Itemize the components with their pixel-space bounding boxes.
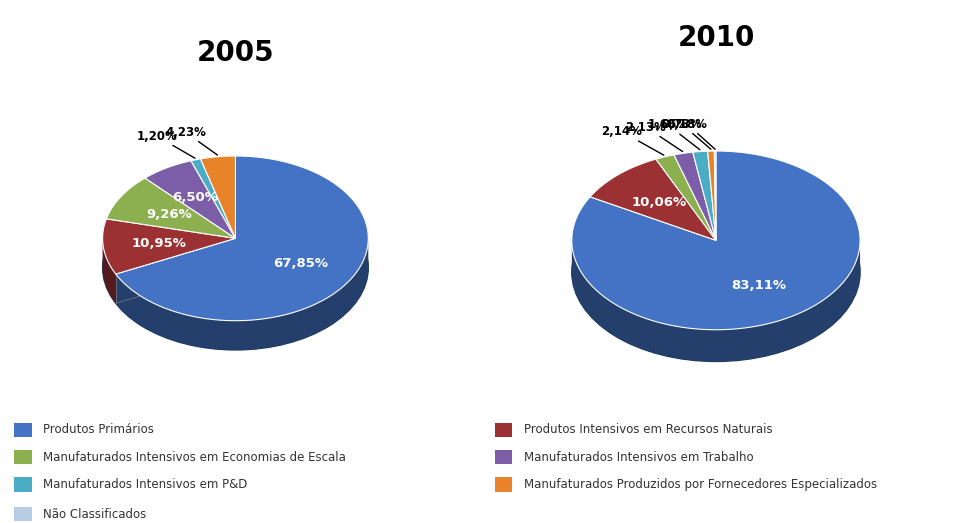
Bar	[14, 423, 32, 437]
Ellipse shape	[103, 185, 368, 350]
Polygon shape	[707, 151, 716, 241]
Polygon shape	[103, 219, 235, 274]
Polygon shape	[656, 155, 716, 241]
Polygon shape	[107, 178, 235, 238]
Polygon shape	[674, 152, 716, 241]
Text: 2010: 2010	[678, 24, 754, 52]
Text: 2,14%: 2,14%	[602, 125, 664, 155]
Text: 4,23%: 4,23%	[165, 126, 217, 155]
Text: 2,13%: 2,13%	[626, 121, 682, 152]
Text: Produtos Primários: Produtos Primários	[43, 423, 154, 436]
Bar	[495, 423, 512, 437]
Text: 10,06%: 10,06%	[631, 196, 687, 209]
Text: Manufaturados Intensivos em Trabalho: Manufaturados Intensivos em Trabalho	[524, 451, 753, 463]
Ellipse shape	[572, 183, 860, 361]
Polygon shape	[191, 159, 235, 238]
Text: Manufaturados Intensivos em Economias de Escala: Manufaturados Intensivos em Economias de…	[43, 451, 346, 463]
Text: 10,95%: 10,95%	[132, 237, 186, 250]
Text: 2005: 2005	[197, 39, 274, 67]
Text: 0,18%: 0,18%	[667, 118, 715, 149]
Text: 6,50%: 6,50%	[173, 191, 218, 204]
Text: Manufaturados Intensivos em P&D: Manufaturados Intensivos em P&D	[43, 478, 248, 491]
Polygon shape	[693, 151, 716, 241]
Polygon shape	[590, 159, 716, 241]
Polygon shape	[103, 239, 115, 303]
Text: 0,73%: 0,73%	[661, 118, 711, 149]
Bar	[495, 450, 512, 464]
Polygon shape	[714, 151, 716, 241]
Text: 1,20%: 1,20%	[136, 130, 195, 158]
Text: 9,26%: 9,26%	[146, 208, 192, 221]
Bar	[14, 507, 32, 521]
Bar	[495, 477, 512, 492]
Polygon shape	[201, 156, 235, 238]
Polygon shape	[115, 156, 368, 321]
Polygon shape	[145, 161, 235, 238]
Bar	[14, 477, 32, 492]
Text: 1,66%: 1,66%	[648, 118, 700, 150]
Text: Não Classificados: Não Classificados	[43, 508, 146, 521]
Text: 67,85%: 67,85%	[273, 257, 329, 270]
Text: 83,11%: 83,11%	[730, 279, 786, 292]
Polygon shape	[572, 242, 860, 361]
Polygon shape	[572, 151, 860, 329]
Text: Produtos Intensivos em Recursos Naturais: Produtos Intensivos em Recursos Naturais	[524, 423, 773, 436]
Polygon shape	[115, 240, 368, 350]
Bar	[14, 450, 32, 464]
Text: Manufaturados Produzidos por Fornecedores Especializados: Manufaturados Produzidos por Fornecedore…	[524, 478, 876, 491]
